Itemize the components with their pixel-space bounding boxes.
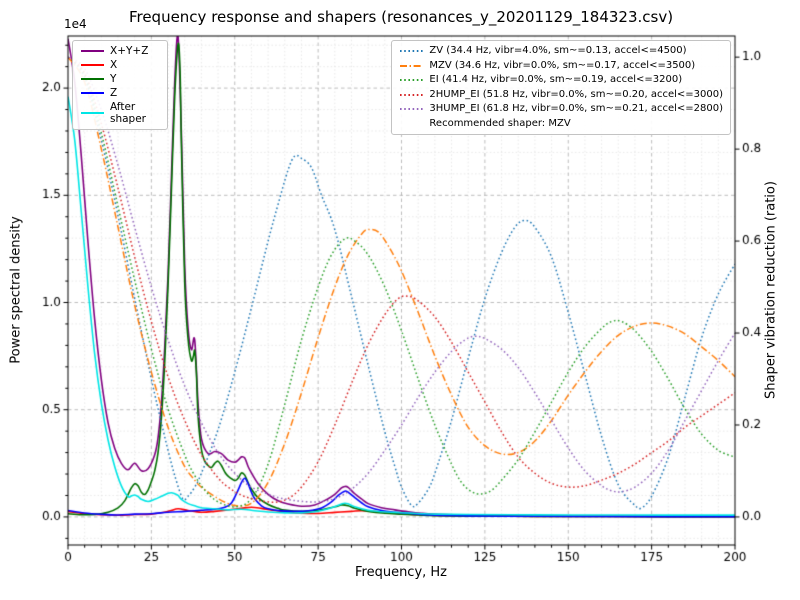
dotted-line-swatch	[400, 93, 424, 96]
legend-item: Z	[80, 87, 160, 99]
legend-label: X+Y+Z	[110, 45, 149, 57]
solid-line-swatch	[81, 64, 104, 67]
y-axis-offset-text: 1e4	[64, 17, 87, 31]
dotted-line-swatch	[400, 50, 424, 53]
legend-label: Z	[110, 87, 118, 100]
left-y-axis-label: Power spectral density	[8, 216, 24, 364]
dashdot-line-swatch	[400, 64, 424, 67]
legend-psd: X+Y+Z X Y Z After shaper	[72, 40, 168, 131]
right-y-axis-label: Shaper vibration reduction (ratio)	[763, 181, 779, 399]
legend-label: 2HUMP_EI (51.8 Hz, vibr=0.0%, sm~=0.20, …	[429, 88, 723, 100]
recommended-shaper-note: Recommended shaper: MZV	[429, 117, 571, 129]
dotted-line-swatch	[400, 79, 424, 82]
legend-shapers: ZV (34.4 Hz, vibr=4.0%, sm~=0.13, accel<…	[391, 40, 731, 135]
legend-item: MZV (34.6 Hz, vibr=0.0%, sm~=0.17, accel…	[399, 60, 723, 73]
legend-item: Y	[80, 73, 160, 85]
solid-line-swatch	[81, 50, 104, 53]
legend-item: X	[80, 59, 160, 71]
solid-line-swatch	[81, 92, 104, 95]
legend-label: ZV (34.4 Hz, vibr=4.0%, sm~=0.13, accel<…	[429, 45, 687, 56]
legend-label: After shaper	[110, 101, 147, 126]
legend-item: ZV (34.4 Hz, vibr=4.0%, sm~=0.13, accel<…	[399, 45, 723, 58]
legend-item: X+Y+Z	[80, 45, 160, 57]
legend-label: MZV (34.6 Hz, vibr=0.0%, sm~=0.17, accel…	[429, 59, 696, 71]
dotted-line-swatch	[400, 108, 424, 111]
solid-line-swatch	[81, 112, 104, 115]
chart-title: Frequency response and shapers (resonanc…	[128, 8, 674, 26]
legend-label: Y	[110, 73, 117, 86]
legend-item: After shaper	[80, 101, 160, 125]
legend-item: EI (41.4 Hz, vibr=0.0%, sm~=0.19, accel<…	[399, 74, 723, 87]
legend-label: 3HUMP_EI (61.8 Hz, vibr=0.0%, sm~=0.21, …	[429, 103, 723, 114]
solid-line-swatch	[81, 78, 104, 81]
legend-item: 3HUMP_EI (61.8 Hz, vibr=0.0%, sm~=0.21, …	[399, 103, 723, 116]
legend-label: EI (41.4 Hz, vibr=0.0%, sm~=0.19, accel<…	[429, 74, 683, 85]
legend-label: X	[110, 59, 118, 72]
x-axis-label: Frequency, Hz	[354, 565, 448, 580]
legend-item: 2HUMP_EI (51.8 Hz, vibr=0.0%, sm~=0.20, …	[399, 89, 723, 102]
